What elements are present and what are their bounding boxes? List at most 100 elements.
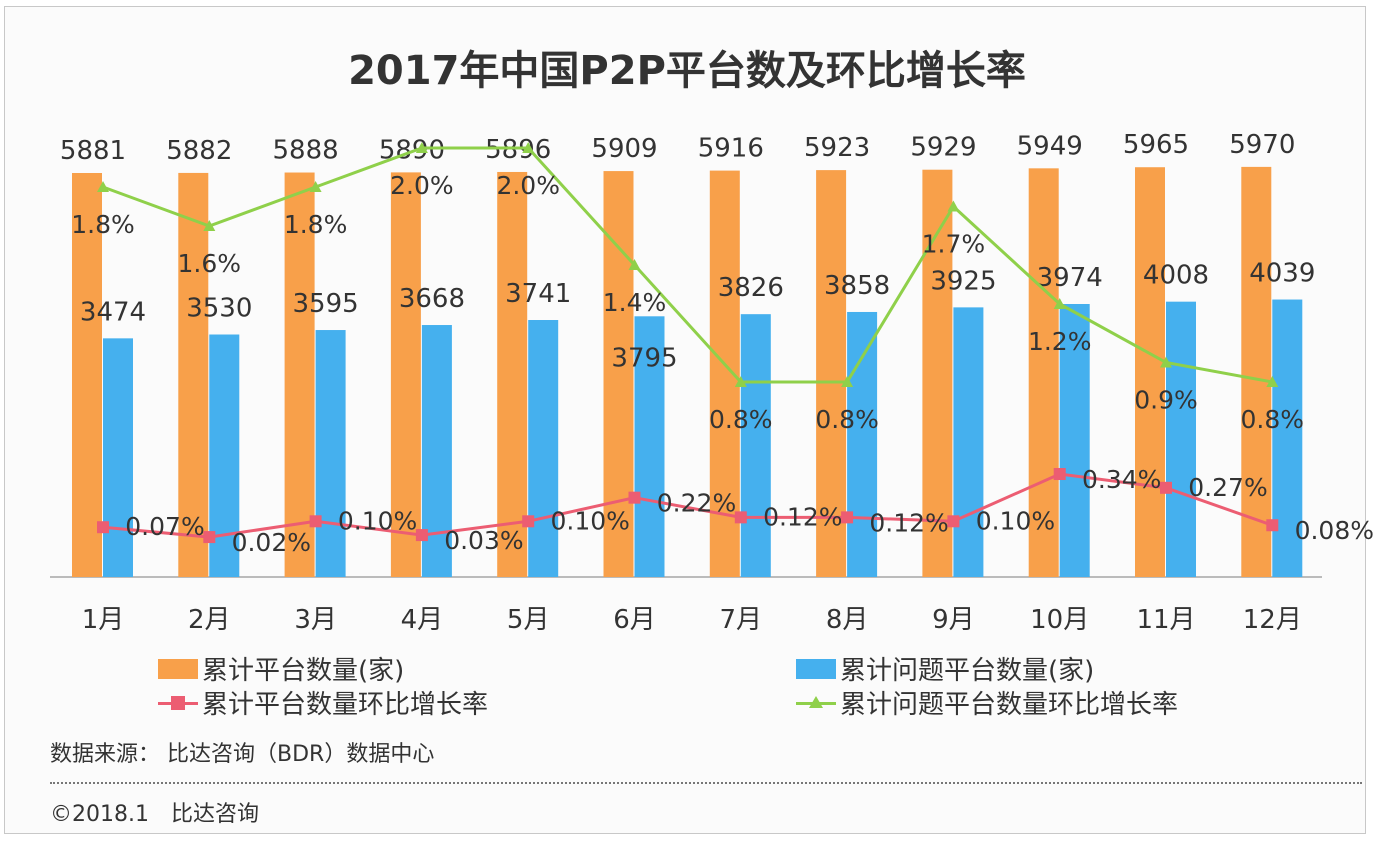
x-tick-label: 8月	[826, 605, 869, 635]
copyright: ©2018.1 比达咨询	[50, 802, 259, 827]
bar-value-label: 5949	[1017, 131, 1083, 161]
growth-problem-platforms-marker	[628, 259, 641, 270]
growth-total-platforms-data-label: 0.03%	[444, 526, 523, 555]
growth-problem-platforms-marker	[97, 181, 109, 192]
growth-problem-platforms-line	[102, 146, 1273, 384]
bar-value-label: 3858	[824, 271, 890, 301]
bar-total-platforms	[1135, 167, 1165, 577]
bar-value-label: 5882	[166, 136, 232, 166]
bar-value-label: 4039	[1249, 259, 1315, 289]
growth-total-platforms-marker	[1053, 468, 1066, 481]
growth-problem-platforms-data-label: 1.8%	[284, 210, 348, 239]
legend-label: 累计平台数量(家)	[202, 656, 405, 686]
growth-total-platforms-data-label: 0.07%	[125, 512, 204, 541]
growth-problem-platforms-marker	[415, 142, 428, 153]
bar-problem-platforms	[315, 330, 346, 577]
growth-problem-platforms-marker	[522, 142, 535, 153]
x-tick-label: 1月	[82, 605, 125, 635]
x-tick-label: 12月	[1243, 605, 1302, 635]
bar-total-platforms	[72, 173, 102, 577]
x-tick-label: 7月	[720, 605, 763, 635]
legend-label: 累计平台数量环比增长率	[202, 690, 489, 720]
bar-value-label: 3925	[930, 266, 996, 296]
growth-total-platforms-marker	[841, 511, 854, 524]
bar-value-label: 5965	[1123, 130, 1189, 160]
x-tick-label: 3月	[294, 605, 337, 635]
bar-total-platforms	[178, 172, 209, 577]
x-tick-label: 4月	[401, 605, 444, 635]
growth-total-platforms-marker	[947, 515, 960, 528]
growth-total-platforms-data-label: 0.12%	[763, 502, 842, 531]
growth-problem-platforms-data-label: 2.0%	[390, 171, 454, 200]
growth-problem-platforms-marker	[1053, 298, 1066, 309]
legend-swatch-orange	[158, 658, 198, 679]
bar-problem-platforms	[740, 314, 771, 577]
bar-problem-platforms	[1059, 304, 1090, 577]
growth-problem-platforms-marker	[1160, 356, 1172, 368]
bar-value-label: 3974	[1037, 263, 1103, 293]
bar-value-label: 4008	[1143, 261, 1209, 291]
growth-total-platforms-marker	[734, 511, 747, 524]
legend-square-marker-icon	[158, 693, 198, 713]
bar-value-label: 3474	[80, 297, 146, 327]
growth-total-platforms-data-label: 0.27%	[1188, 473, 1267, 502]
bar-value-label: 3741	[505, 279, 571, 309]
source-note: 数据来源： 比达咨询（BDR）数据中心	[50, 742, 435, 767]
bar-value-label: 3826	[718, 273, 784, 303]
legend-triangle-marker-icon	[796, 693, 836, 713]
legend-item-2: 累计平台数量环比增长率	[158, 684, 488, 721]
bar-total-platforms	[390, 172, 421, 577]
growth-total-platforms-marker	[522, 515, 535, 528]
growth-total-platforms-marker	[309, 515, 322, 528]
growth-total-platforms-marker	[97, 521, 109, 534]
bar-total-platforms	[922, 169, 953, 577]
growth-total-platforms-line	[102, 472, 1273, 539]
growth-problem-platforms-data-label: 2.0%	[496, 171, 560, 200]
growth-problem-platforms-data-label: 0.8%	[815, 405, 879, 434]
bar-total-platforms	[497, 171, 528, 578]
x-tick-label: 9月	[932, 605, 975, 635]
bar-total-platforms	[603, 171, 634, 577]
divider	[50, 782, 1362, 784]
bar-total-platforms	[816, 170, 847, 577]
growth-total-platforms-marker	[1266, 519, 1279, 532]
growth-problem-platforms-data-label: 1.6%	[178, 249, 242, 278]
bar-value-label: 5881	[60, 136, 126, 166]
bar-value-label: 3668	[399, 284, 465, 314]
growth-total-platforms-data-label: 0.08%	[1295, 516, 1374, 545]
growth-total-platforms-marker	[1160, 481, 1172, 494]
growth-problem-platforms-data-label: 1.4%	[603, 288, 667, 317]
bar-problem-platforms	[103, 338, 133, 577]
growth-problem-platforms-data-label: 0.8%	[709, 405, 773, 434]
chart-title: 2017年中国P2P平台数及环比增长率	[348, 48, 1026, 94]
growth-problem-platforms-marker	[203, 220, 216, 231]
bar-value-label: 3795	[611, 343, 677, 373]
growth-total-platforms-data-label: 0.10%	[550, 506, 629, 535]
growth-problem-platforms-data-label: 1.7%	[922, 230, 986, 259]
x-tick-label: 11月	[1136, 605, 1195, 635]
bar-value-label: 5916	[698, 134, 764, 164]
bar-problem-platforms	[1166, 301, 1196, 577]
growth-problem-platforms-marker	[841, 376, 854, 387]
growth-total-platforms-data-label: 0.12%	[869, 508, 948, 537]
growth-total-platforms-marker	[628, 491, 641, 504]
x-tick-label: 5月	[507, 605, 550, 635]
bar-value-label: 5909	[591, 134, 657, 164]
legend-swatch-blue	[796, 658, 836, 679]
bar-total-platforms	[1028, 168, 1059, 578]
bar-value-label: 5970	[1229, 130, 1295, 160]
bar-value-label: 5929	[910, 133, 976, 163]
legend-label: 累计问题平台数量(家)	[840, 656, 1095, 686]
legend-label: 累计问题平台数量环比增长率	[840, 690, 1179, 720]
bar-value-label: 5923	[804, 133, 870, 163]
growth-total-platforms-data-label: 0.22%	[657, 489, 736, 518]
growth-total-platforms-data-label: 0.02%	[232, 528, 311, 557]
growth-problem-platforms-data-label: 0.9%	[1134, 386, 1198, 415]
growth-problem-platforms-marker	[309, 181, 322, 192]
growth-total-platforms-data-label: 0.34%	[1082, 465, 1161, 494]
growth-problem-platforms-data-label: 0.8%	[1241, 405, 1305, 434]
bar-value-label: 3595	[293, 289, 359, 319]
bar-value-label: 5888	[273, 136, 339, 166]
legend-item-1: 累计问题平台数量(家)	[796, 650, 1094, 687]
